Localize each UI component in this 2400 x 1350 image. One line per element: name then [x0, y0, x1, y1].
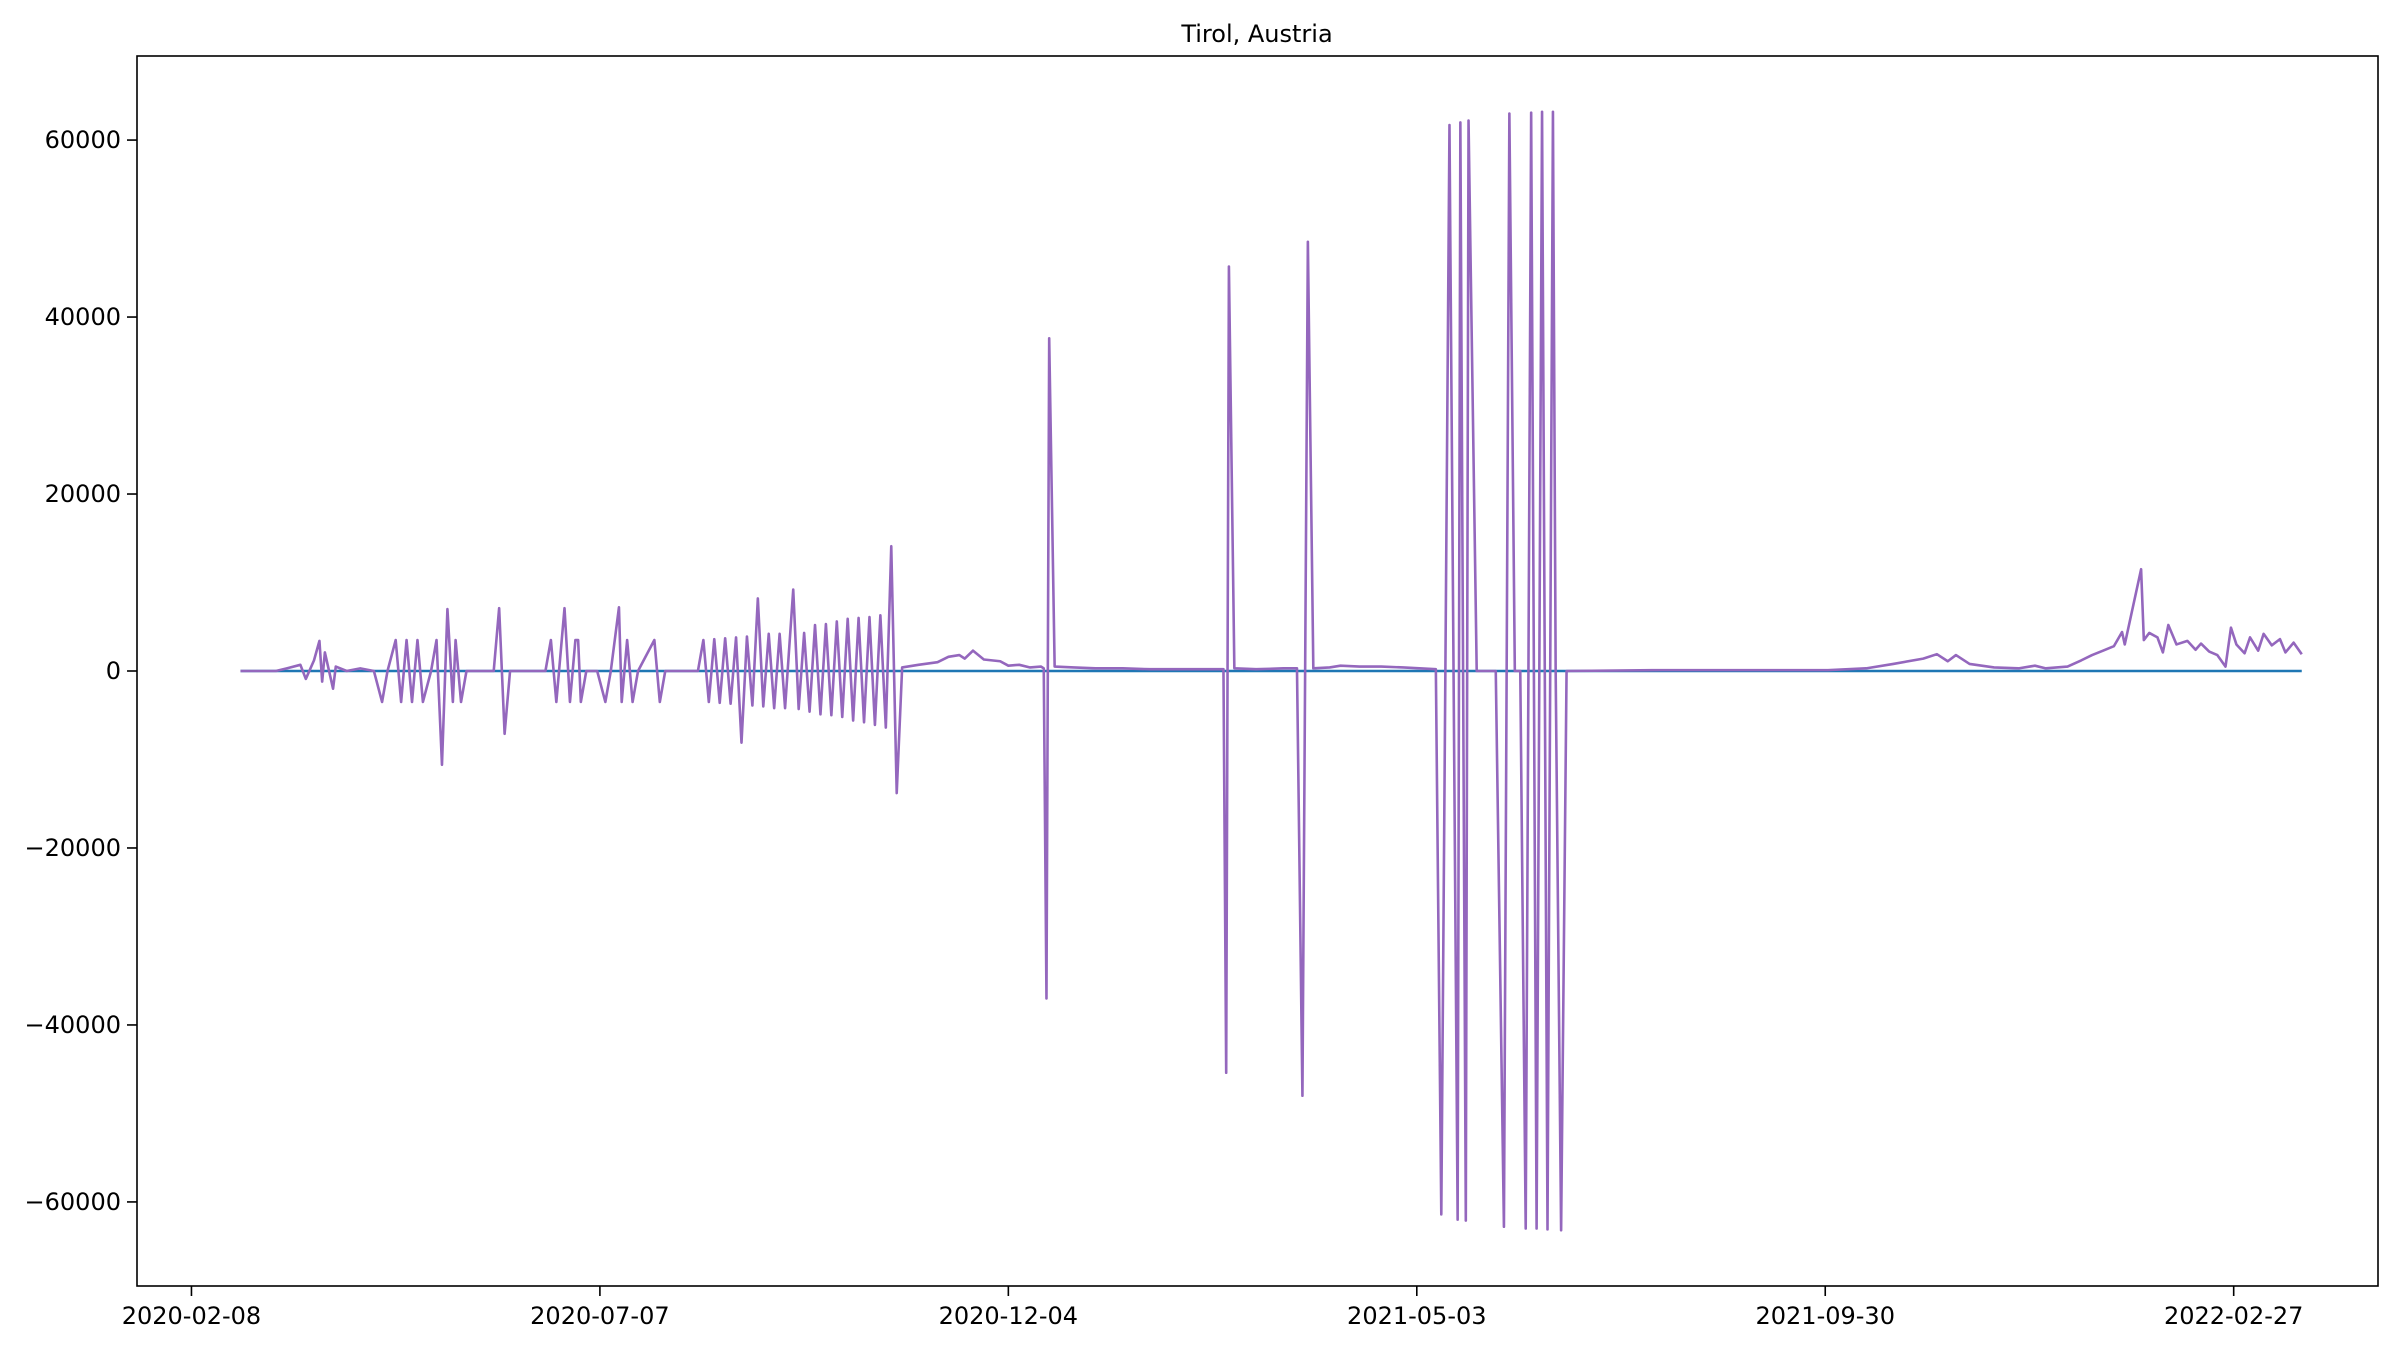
- x-tick-label: 2020-07-07: [530, 1302, 669, 1330]
- y-tick-label: 40000: [45, 303, 121, 331]
- x-tick-label: 2020-12-04: [939, 1302, 1078, 1330]
- x-tick-label: 2022-02-27: [2164, 1302, 2303, 1330]
- y-axis: 60000 40000 20000 0 −20000 −40000 −60000: [25, 126, 137, 1216]
- series-line-2: [240, 110, 2303, 1232]
- y-tick-label: 60000: [45, 126, 121, 154]
- x-tick-label: 2020-02-08: [122, 1302, 261, 1330]
- series-layer: [240, 110, 2303, 1232]
- y-tick-label: 20000: [45, 480, 121, 508]
- x-axis: 2020-02-08 2020-07-07 2020-12-04 2021-05-03…: [122, 1286, 2303, 1330]
- x-tick-label: 2021-05-03: [1347, 1302, 1486, 1330]
- chart-title: Tirol, Austria: [1180, 20, 1332, 48]
- y-tick-label: −20000: [25, 834, 121, 862]
- x-tick-label: 2021-09-30: [1755, 1302, 1894, 1330]
- y-tick-label: 0: [106, 657, 121, 685]
- y-tick-label: −40000: [25, 1011, 121, 1039]
- y-tick-label: −60000: [25, 1188, 121, 1216]
